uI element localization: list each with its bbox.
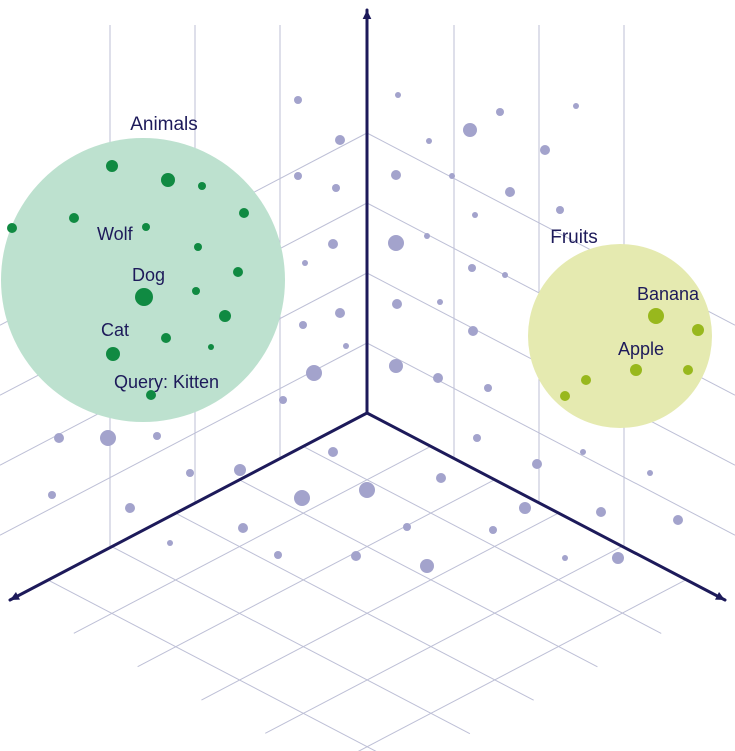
- animals-title: Animals: [130, 114, 198, 135]
- fruits-label: Banana: [637, 284, 700, 304]
- fruits-label: Apple: [618, 339, 664, 359]
- animals-label: Cat: [101, 320, 129, 340]
- embedding-3d-diagram: Animals Wolf Dog Cat Query: Kitten Fruits Bana…: [0, 0, 735, 751]
- cluster-circles: [1, 138, 712, 428]
- animals-label: Dog: [132, 265, 165, 285]
- animals-label: Query: Kitten: [114, 372, 219, 392]
- fruits-cluster-circle: [528, 244, 712, 428]
- animals-label: Wolf: [97, 224, 134, 244]
- fruits-title: Fruits: [550, 227, 598, 248]
